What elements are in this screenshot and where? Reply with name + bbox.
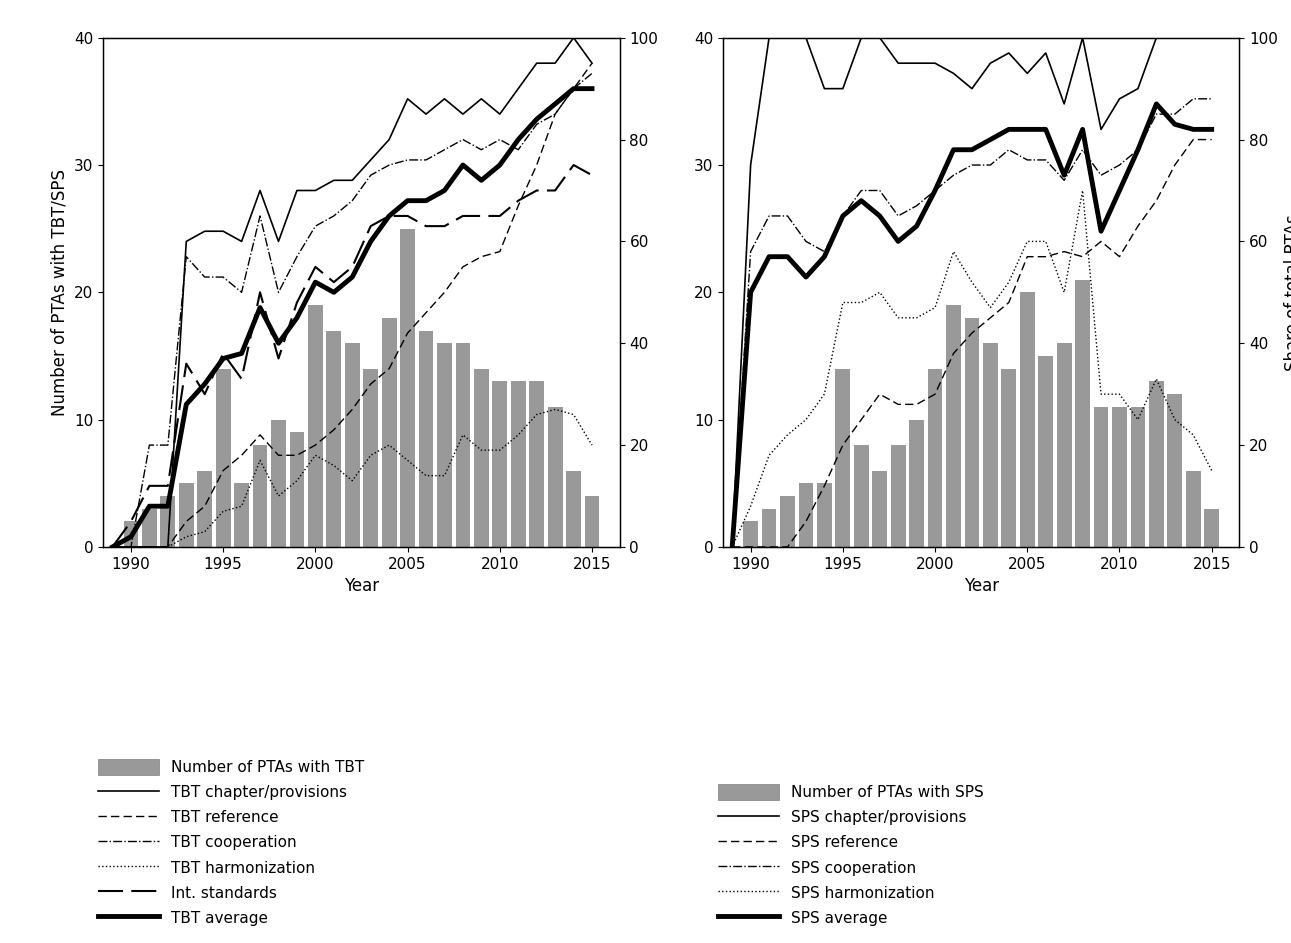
Bar (964, 318, 980, 547)
Y-axis label: Number of PTAs with TBT/SPS: Number of PTAs with TBT/SPS (50, 169, 68, 416)
Bar (309, 305, 323, 547)
Bar (1167, 394, 1183, 547)
Bar (1093, 406, 1109, 547)
X-axis label: Year: Year (963, 577, 999, 595)
X-axis label: Year: Year (343, 577, 380, 595)
Bar (1131, 406, 1145, 547)
Bar (982, 343, 998, 547)
Bar (567, 471, 581, 547)
Bar (1112, 406, 1127, 547)
Bar (1020, 292, 1034, 547)
Bar (891, 445, 905, 547)
Bar (271, 420, 285, 547)
Bar (909, 420, 924, 547)
Bar (1149, 381, 1163, 547)
Bar (1205, 508, 1219, 547)
Legend: Number of PTAs with SPS, SPS chapter/provisions, SPS reference, SPS cooperation,: Number of PTAs with SPS, SPS chapter/pro… (718, 785, 984, 926)
Bar (529, 381, 544, 547)
Bar (345, 343, 360, 547)
Bar (817, 483, 831, 547)
Bar (835, 369, 851, 547)
Bar (492, 381, 507, 547)
Bar (1186, 471, 1201, 547)
Bar (547, 406, 563, 547)
Bar (1075, 279, 1090, 547)
Bar (474, 369, 489, 547)
Bar (160, 496, 176, 547)
Bar (400, 228, 414, 547)
Bar (142, 508, 156, 547)
Bar (928, 369, 942, 547)
Bar (744, 521, 758, 547)
Bar (762, 508, 776, 547)
Bar (234, 483, 249, 547)
Bar (1057, 343, 1072, 547)
Bar (456, 343, 470, 547)
Bar (253, 445, 267, 547)
Bar (853, 445, 869, 547)
Bar (179, 483, 194, 547)
Bar (363, 369, 378, 547)
Bar (327, 330, 341, 547)
Legend: Number of PTAs with TBT, TBT chapter/provisions, TBT reference, TBT cooperation,: Number of PTAs with TBT, TBT chapter/pro… (98, 759, 364, 926)
Bar (799, 483, 813, 547)
Bar (585, 496, 599, 547)
Bar (780, 496, 795, 547)
Bar (946, 305, 961, 547)
Bar (418, 330, 434, 547)
Bar (198, 471, 212, 547)
Bar (1038, 356, 1053, 547)
Bar (873, 471, 887, 547)
Bar (1002, 369, 1016, 547)
Bar (382, 318, 396, 547)
Bar (289, 432, 305, 547)
Y-axis label: Share of total PTAs: Share of total PTAs (1283, 214, 1291, 371)
Bar (216, 369, 231, 547)
Bar (124, 521, 138, 547)
Bar (511, 381, 525, 547)
Bar (438, 343, 452, 547)
